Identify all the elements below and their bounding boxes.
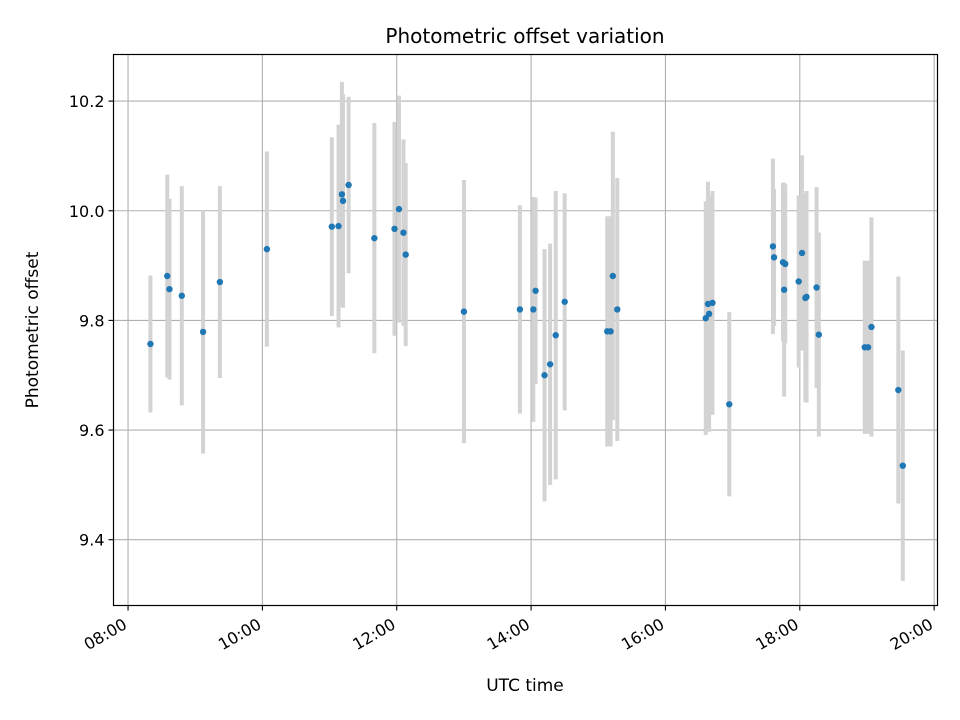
data-point [402, 251, 409, 258]
data-points [147, 181, 906, 469]
data-point [339, 197, 347, 205]
data-point [516, 306, 524, 313]
y-tick-label: 10.0 [69, 202, 105, 221]
data-point [803, 293, 810, 301]
data-point [798, 249, 806, 257]
data-point [899, 462, 906, 469]
data-point [338, 191, 346, 198]
data-point [391, 225, 398, 233]
data-point [702, 315, 709, 322]
plot-area-frame [112, 53, 939, 607]
data-point [726, 401, 733, 408]
data-point [895, 386, 902, 394]
y-axis: 9.4 9.6 9.8 10.0 10.2 [69, 92, 114, 550]
data-point [782, 260, 789, 268]
data-point [546, 361, 554, 368]
data-point [769, 243, 777, 250]
y-tick-label: 9.8 [79, 311, 104, 330]
data-point [166, 285, 173, 293]
data-point [164, 272, 171, 280]
data-point [178, 292, 185, 299]
data-point [371, 234, 378, 242]
data-point [530, 306, 537, 313]
data-point [400, 229, 407, 236]
data-point [335, 222, 342, 230]
data-point [780, 286, 788, 293]
data-point [552, 332, 559, 339]
data-point [709, 299, 716, 307]
data-point [868, 323, 875, 331]
data-point [328, 223, 336, 230]
data-point [345, 181, 352, 189]
data-point [263, 245, 271, 253]
data-point [541, 372, 548, 379]
data-point [561, 298, 568, 305]
data-point [199, 328, 207, 336]
data-point [770, 254, 778, 261]
data-point [147, 340, 154, 348]
data-point [395, 205, 403, 213]
y-tick-label: 10.2 [69, 92, 105, 111]
data-point [460, 308, 468, 315]
data-point [705, 310, 713, 318]
data-point [815, 331, 823, 338]
data-point [614, 306, 621, 313]
y-tick-label: 9.6 [79, 421, 104, 440]
data-point [795, 278, 802, 285]
data-point [864, 344, 872, 351]
y-tick-label: 9.4 [79, 531, 104, 550]
data-point [607, 328, 614, 335]
data-point [532, 287, 539, 294]
data-point [216, 278, 224, 286]
data-point [813, 284, 820, 291]
data-point [609, 272, 617, 280]
y-axis-title: Photometric offset [23, 251, 43, 408]
chart-title: Photometric offset variation [385, 24, 664, 48]
x-axis-title: UTC time [486, 676, 564, 696]
